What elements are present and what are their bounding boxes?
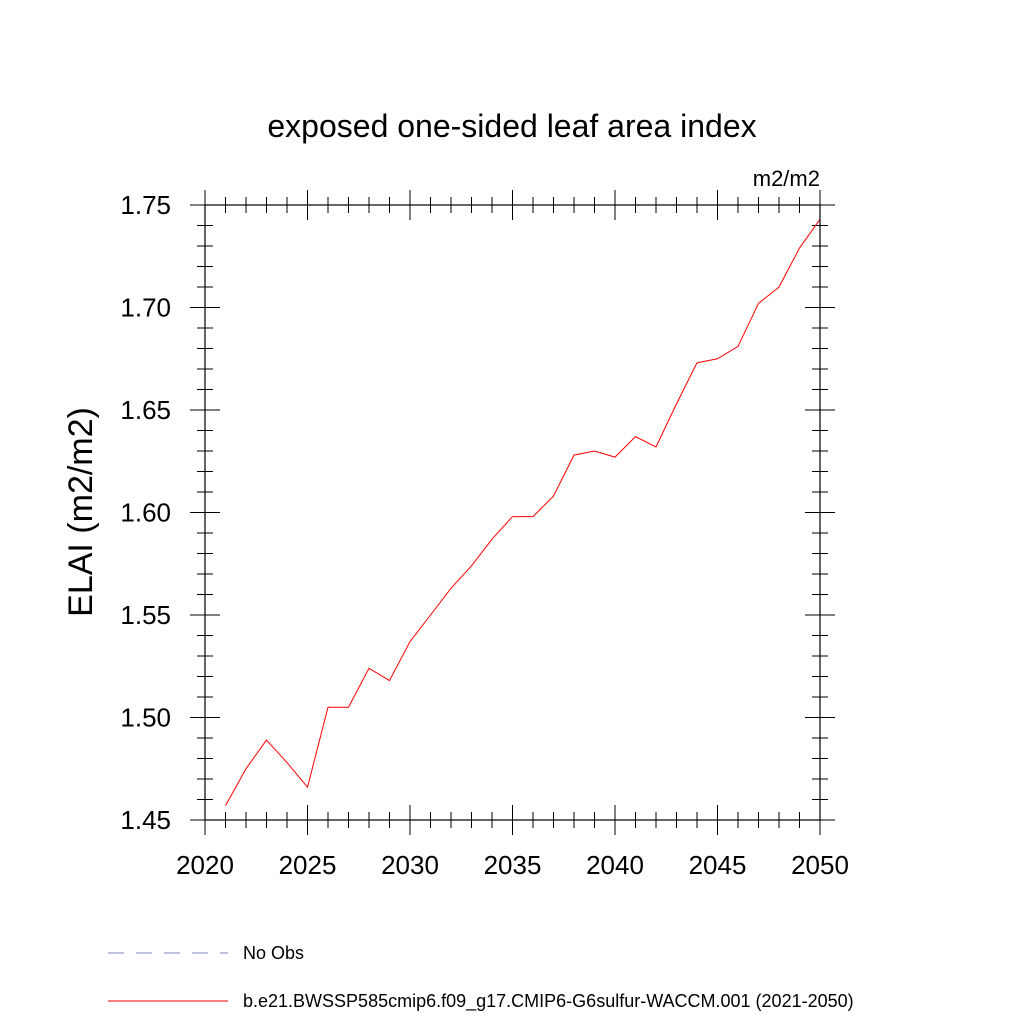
legend: No Obs b.e21.BWSSP585cmip6.f09_g17.CMIP6… bbox=[108, 943, 854, 1012]
y-tick-label-1.70: 1.70 bbox=[120, 293, 171, 323]
x-tick-label-2040: 2040 bbox=[586, 850, 644, 880]
series-line-0 bbox=[225, 219, 821, 806]
series-lines bbox=[225, 219, 821, 806]
x-tick-label-2020: 2020 bbox=[176, 850, 234, 880]
x-tick-label-2045: 2045 bbox=[689, 850, 747, 880]
y-tick-labels: 1.45 1.50 1.55 1.60 1.65 1.70 1.75 bbox=[120, 190, 171, 835]
plot-frame bbox=[204, 204, 821, 821]
y-tick-label-1.45: 1.45 bbox=[120, 805, 171, 835]
units-label: m2/m2 bbox=[753, 166, 820, 191]
x-tick-label-2030: 2030 bbox=[381, 850, 439, 880]
x-tick-label-2050: 2050 bbox=[791, 850, 849, 880]
y-tick-label-1.65: 1.65 bbox=[120, 395, 171, 425]
y-tick-label-1.55: 1.55 bbox=[120, 600, 171, 630]
y-tick-label-1.75: 1.75 bbox=[120, 190, 171, 220]
x-tick-labels: 2020 2025 2030 2035 2040 2045 2050 bbox=[176, 850, 849, 880]
legend-label-no-obs: No Obs bbox=[243, 943, 304, 963]
y-axis-label: ELAI (m2/m2) bbox=[62, 407, 100, 617]
legend-label-model: b.e21.BWSSP585cmip6.f09_g17.CMIP6-G6sulf… bbox=[243, 991, 854, 1012]
y-tick-label-1.50: 1.50 bbox=[120, 703, 171, 733]
axis-ticks bbox=[190, 190, 835, 835]
x-tick-label-2025: 2025 bbox=[279, 850, 337, 880]
chart-title: exposed one-sided leaf area index bbox=[267, 108, 756, 144]
y-tick-label-1.60: 1.60 bbox=[120, 498, 171, 528]
x-tick-label-2035: 2035 bbox=[484, 850, 542, 880]
